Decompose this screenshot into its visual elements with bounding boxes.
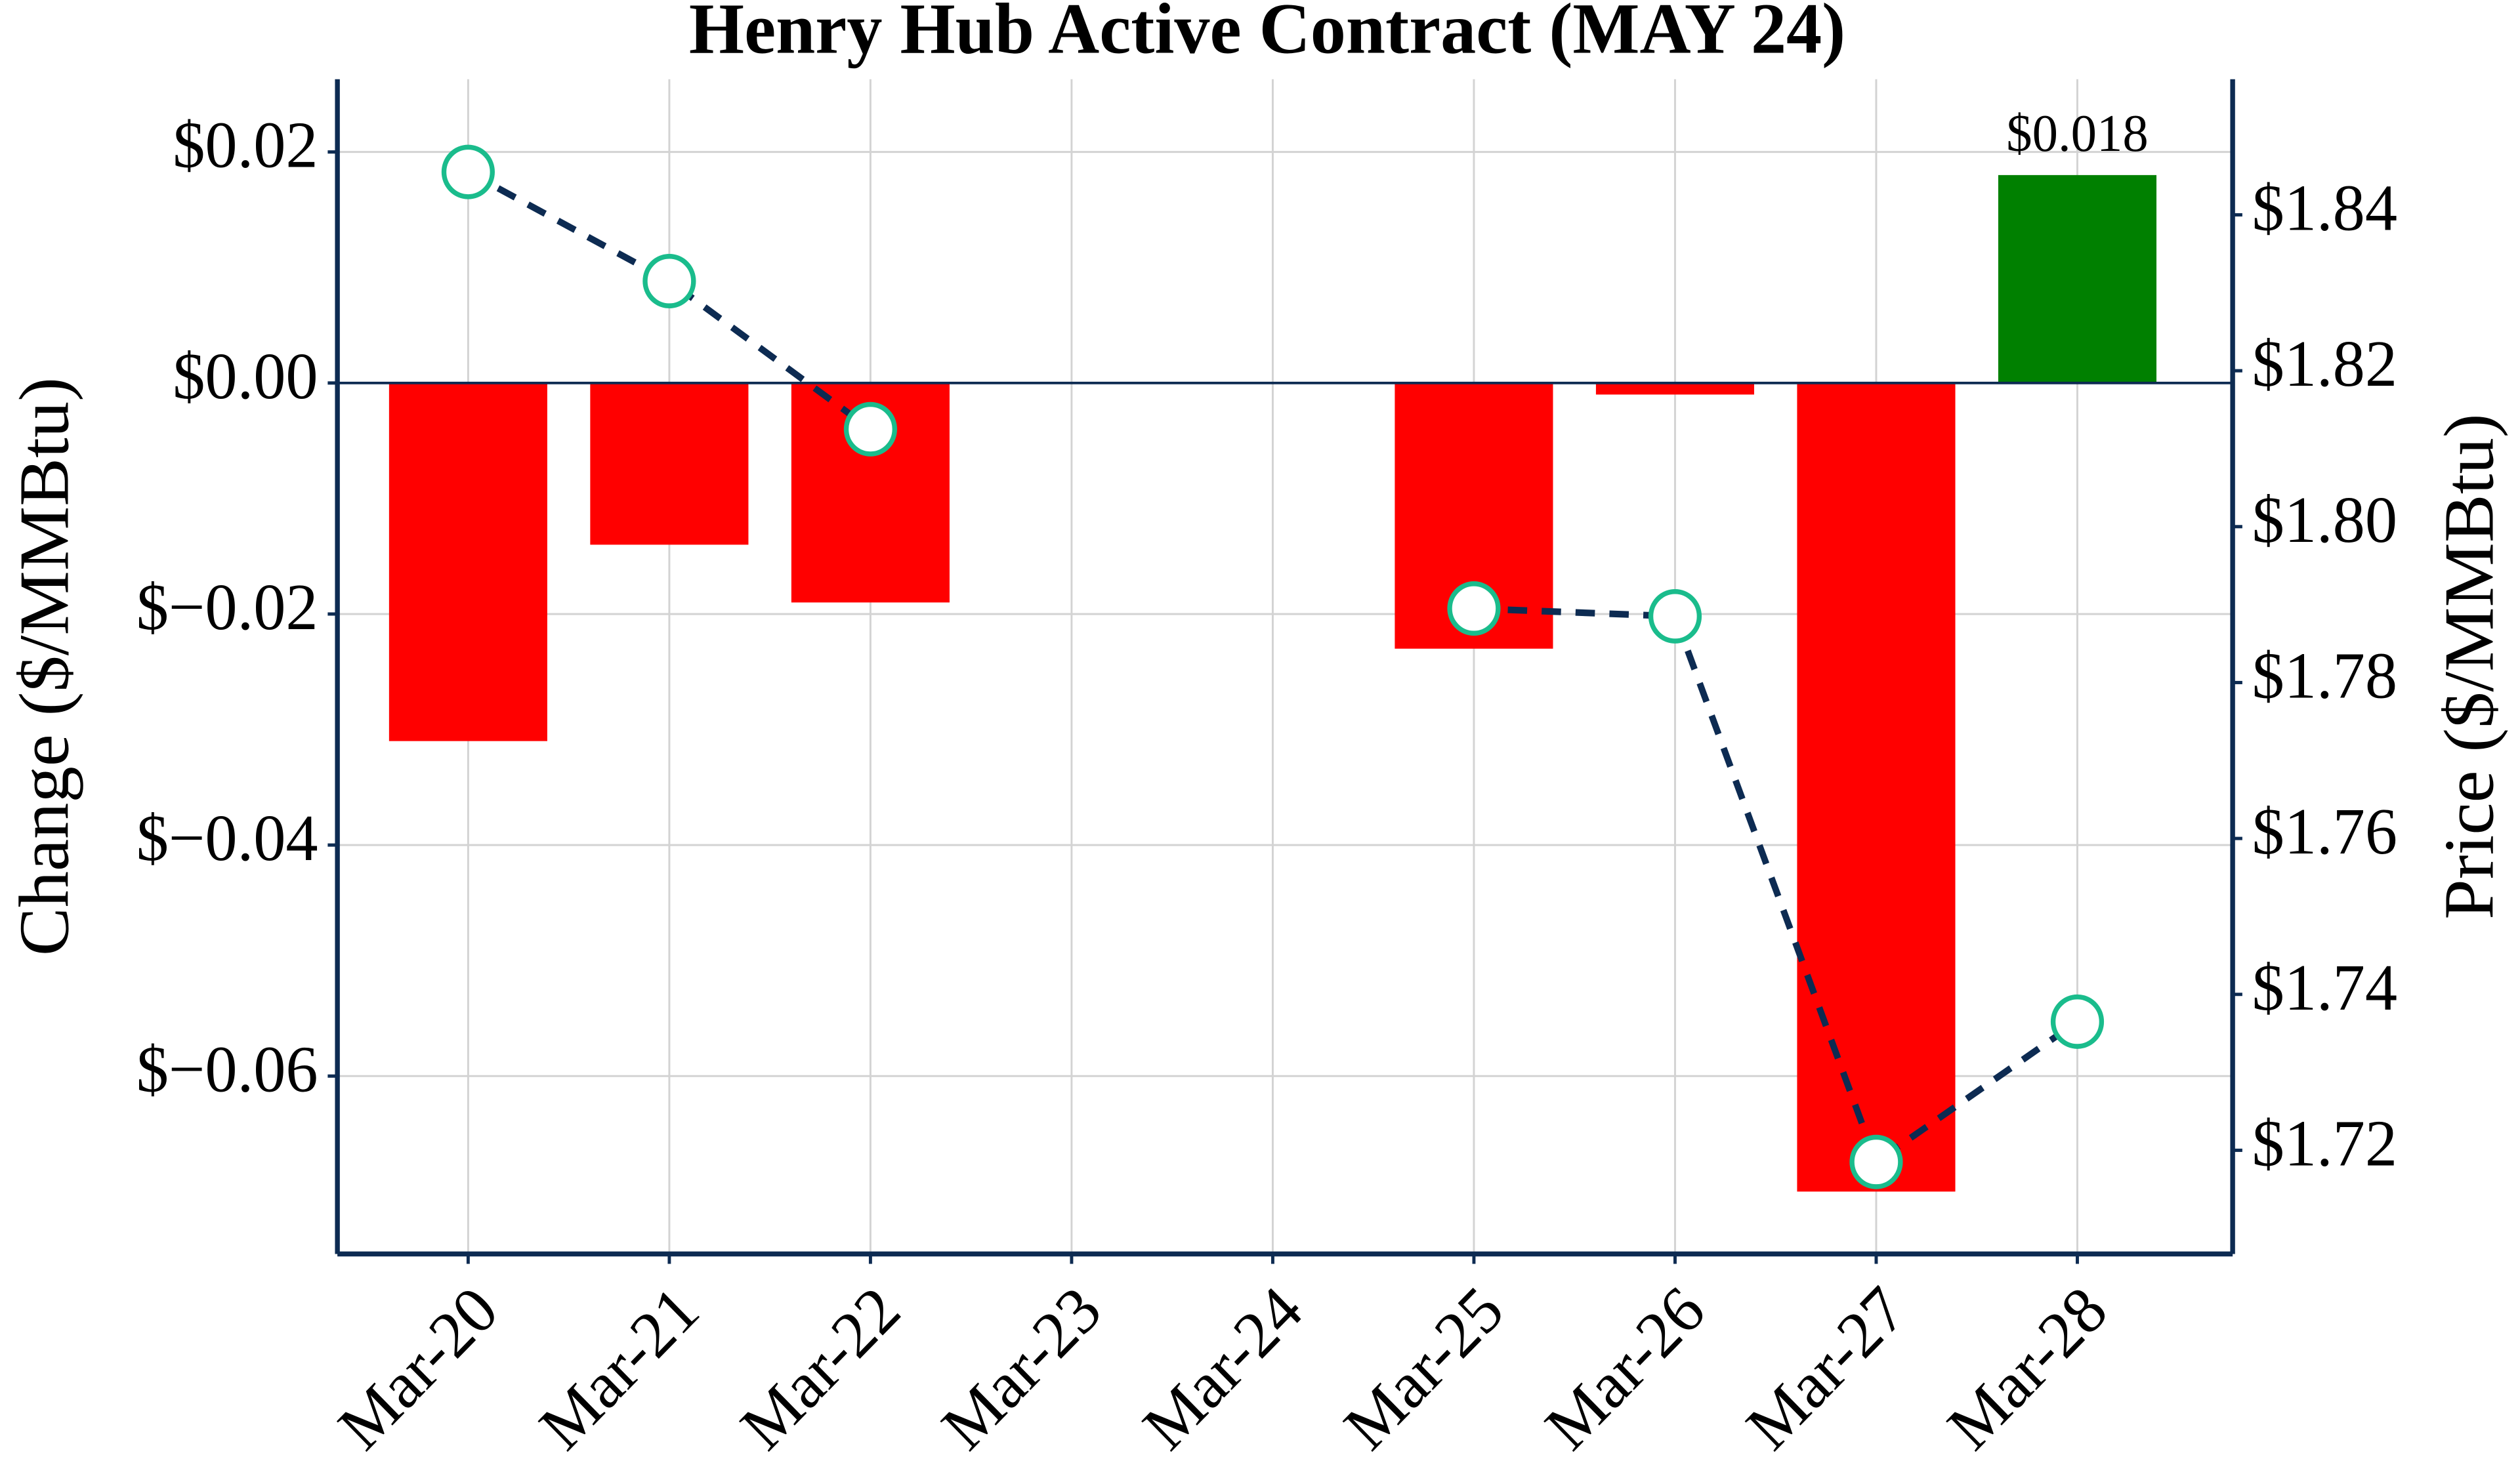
bar <box>1998 175 2157 383</box>
x-tick-label: Mar-25 <box>1330 1273 1517 1464</box>
price-marker <box>1648 588 1702 644</box>
y-tick-label: $−0.06 <box>136 1032 318 1105</box>
x-tick-label: Mar-24 <box>1129 1273 1316 1464</box>
bar <box>590 382 749 545</box>
y2-tick-label: $1.84 <box>2252 171 2397 245</box>
price-marker <box>1849 1134 1903 1189</box>
y-tick-label: $0.02 <box>173 108 318 182</box>
price-line <box>1473 605 2080 1167</box>
y2-tick-label: $1.76 <box>2252 794 2397 868</box>
x-tick-label: Mar-26 <box>1531 1273 1718 1464</box>
y-tick-label: $0.00 <box>173 339 318 413</box>
chart-title: Henry Hub Active Contract (MAY 24) <box>689 0 1845 69</box>
x-tick-label: Mar-23 <box>928 1273 1115 1464</box>
x-tick-label: Mar-22 <box>726 1273 914 1464</box>
price-line <box>467 169 873 432</box>
y-tick-label: $−0.02 <box>136 570 318 644</box>
value-label: $0.018 <box>2006 104 2148 163</box>
y-tick-label: $−0.04 <box>136 801 318 874</box>
y2-tick-label: $1.72 <box>2252 1106 2397 1180</box>
y2-axis-label: Price ($/MMBtu) <box>2429 413 2509 919</box>
x-tick-label: Mar-27 <box>1732 1273 1920 1464</box>
y-axis-label: Change ($/MMBtu) <box>5 377 84 956</box>
x-tick-label: Mar-28 <box>1933 1273 2120 1464</box>
y2-tick-label: $1.78 <box>2252 639 2397 712</box>
x-tick-label: Mar-21 <box>526 1273 713 1464</box>
bar <box>1797 382 1956 1192</box>
bar <box>388 382 547 741</box>
x-tick-label: Mar-20 <box>324 1273 511 1464</box>
price-marker <box>1447 581 1501 636</box>
price-marker <box>441 144 495 199</box>
price-marker <box>2050 994 2105 1049</box>
bar <box>1595 382 1754 395</box>
y2-tick-label: $1.80 <box>2252 483 2397 556</box>
y2-tick-label: $1.82 <box>2252 327 2397 400</box>
price-marker <box>642 253 696 308</box>
price-marker <box>843 401 898 457</box>
y2-tick-label: $1.74 <box>2252 951 2397 1024</box>
